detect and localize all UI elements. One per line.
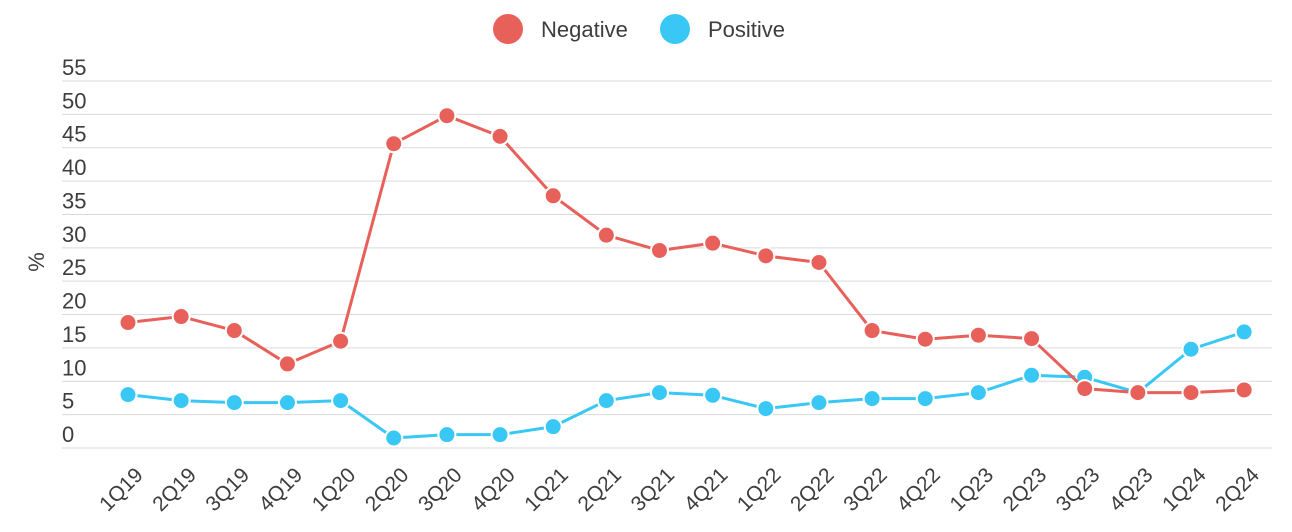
x-tick-label: 3Q21 — [627, 463, 680, 516]
data-point-positive — [118, 385, 138, 405]
data-point-positive — [703, 385, 723, 405]
data-point-negative — [809, 252, 829, 272]
legend: Negative Positive — [493, 14, 785, 44]
legend-marker-negative — [493, 14, 523, 44]
series-line-negative — [127, 114, 1245, 395]
data-point-positive — [277, 393, 297, 413]
data-point-negative — [384, 134, 404, 154]
legend-item-positive: Positive — [660, 14, 785, 44]
data-point-negative — [543, 186, 563, 206]
legend-label-negative: Negative — [541, 17, 628, 42]
data-point-positive — [171, 391, 191, 411]
series-lines — [118, 106, 1254, 448]
data-point-positive — [968, 383, 988, 403]
x-tick-label: 4Q19 — [255, 463, 308, 516]
data-point-positive — [1234, 322, 1254, 342]
data-point-negative — [277, 354, 297, 374]
data-point-positive — [224, 393, 244, 413]
x-tick-label: 1Q22 — [733, 463, 786, 516]
data-point-negative — [703, 233, 723, 253]
x-tick-label: 4Q20 — [467, 463, 520, 516]
x-tick-label: 4Q22 — [892, 463, 945, 516]
x-tick-label: 1Q19 — [95, 463, 148, 516]
x-axis-ticks: 1Q19 2Q19 3Q19 4Q19 1Q20 2Q20 3Q20 4Q20 1Q21 2Q21… — [95, 463, 1264, 516]
data-point-positive — [543, 417, 563, 437]
x-tick-label: 1Q21 — [520, 463, 573, 516]
y-tick-label: 0 — [62, 422, 74, 447]
data-point-positive — [809, 393, 829, 413]
x-tick-label: 2Q21 — [573, 463, 626, 516]
data-point-positive — [490, 425, 510, 445]
legend-item-negative: Negative — [493, 14, 628, 44]
data-point-negative — [118, 313, 138, 333]
data-point-negative — [650, 240, 669, 260]
data-point-negative — [437, 106, 457, 126]
y-tick-label: 10 — [62, 355, 86, 380]
data-point-negative — [1022, 329, 1042, 349]
data-point-positive — [1022, 365, 1042, 385]
y-tick-label: 25 — [62, 255, 86, 280]
y-tick-label: 55 — [62, 55, 86, 80]
data-point-positive — [1181, 339, 1201, 359]
data-point-negative — [596, 225, 616, 245]
x-tick-label: 1Q20 — [308, 463, 361, 516]
x-tick-label: 2Q20 — [361, 463, 414, 516]
series-positive — [118, 322, 1254, 448]
y-tick-label: 20 — [62, 289, 86, 314]
data-point-negative — [756, 246, 776, 266]
data-point-positive — [596, 391, 616, 411]
x-tick-label: 3Q22 — [839, 463, 892, 516]
y-tick-label: 30 — [62, 222, 86, 247]
series-negative — [118, 106, 1254, 403]
data-point-positive — [331, 391, 351, 411]
y-tick-label: 15 — [62, 322, 86, 347]
data-point-negative — [1075, 379, 1095, 399]
legend-label-positive: Positive — [708, 17, 785, 42]
data-point-negative — [915, 329, 935, 349]
x-tick-label: 3Q23 — [1052, 463, 1105, 516]
data-point-negative — [862, 321, 882, 341]
data-point-positive — [650, 383, 669, 403]
data-point-negative — [224, 321, 244, 341]
y-tick-label: 50 — [62, 88, 86, 113]
data-point-negative — [968, 325, 988, 345]
x-tick-label: 1Q24 — [1158, 463, 1211, 516]
x-tick-label: 3Q20 — [414, 463, 467, 516]
data-point-positive — [384, 428, 404, 448]
gridlines — [62, 80, 1272, 449]
data-point-negative — [1181, 383, 1201, 403]
data-point-negative — [331, 331, 351, 351]
y-tick-label: 5 — [62, 389, 74, 414]
data-point-negative — [490, 126, 510, 146]
data-point-positive — [862, 389, 882, 409]
data-point-positive — [437, 425, 457, 445]
x-tick-label: 1Q23 — [946, 463, 999, 516]
y-tick-label: 45 — [62, 122, 86, 147]
data-point-negative — [171, 307, 191, 327]
y-tick-label: 40 — [62, 155, 86, 180]
series-line-positive — [127, 330, 1245, 440]
x-tick-label: 2Q23 — [999, 463, 1052, 516]
legend-marker-positive — [660, 14, 690, 44]
x-tick-label: 4Q21 — [680, 463, 733, 516]
x-tick-label: 2Q19 — [148, 463, 201, 516]
x-tick-label: 4Q23 — [1105, 463, 1158, 516]
x-tick-label: 2Q24 — [1211, 463, 1264, 516]
y-tick-label: 35 — [62, 188, 86, 213]
x-tick-label: 3Q19 — [201, 463, 254, 516]
data-point-positive — [756, 399, 776, 419]
data-point-positive — [915, 389, 935, 409]
x-tick-label: 2Q22 — [786, 463, 839, 516]
y-axis-title: % — [24, 252, 49, 272]
data-point-negative — [1234, 380, 1254, 400]
data-point-negative — [1128, 383, 1148, 403]
y-axis-ticks: 0 5 10 15 20 25 30 35 40 45 50 55 — [62, 55, 86, 447]
